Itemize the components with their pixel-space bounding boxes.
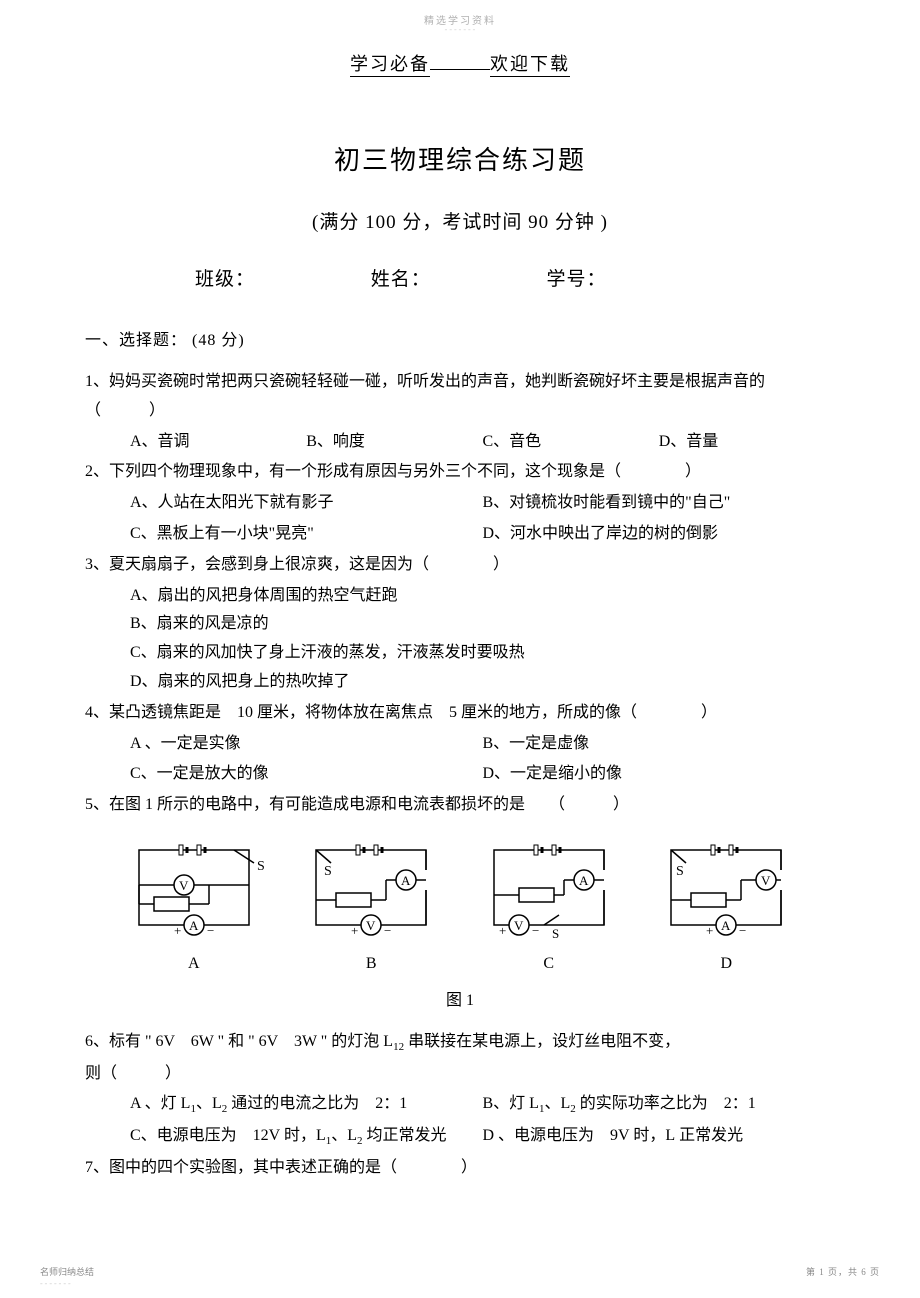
q2-opt-d: D、河水中映出了岸边的树的倒影 xyxy=(483,520,836,549)
svg-text:A: A xyxy=(401,873,411,888)
svg-text:V: V xyxy=(761,873,771,888)
svg-text:A: A xyxy=(189,918,199,933)
header-line: 学习必备 欢迎下载 xyxy=(350,50,570,76)
q6-options-row1: A 、灯 L1、L2 通过的电流之比为 2：1 B、灯 L1、L2 的实际功率之… xyxy=(85,1090,835,1120)
q4-text: 4、某凸透镜焦距是 10 厘米，将物体放在离焦点 5 厘米的地方，所成的像（ ） xyxy=(85,699,835,728)
question-2: 2、下列四个物理现象中，有一个形成有原因与另外三个不同，这个现象是（ ） A、人… xyxy=(85,458,835,548)
svg-text:+: + xyxy=(706,923,713,938)
svg-text:−: − xyxy=(384,923,391,938)
q4-options-row1: A 、一定是实像 B、一定是虚像 xyxy=(85,730,835,759)
q4-opt-a: A 、一定是实像 xyxy=(130,730,483,759)
svg-text:+: + xyxy=(174,923,181,938)
q1-opt-d: D、音量 xyxy=(659,428,835,457)
question-5: 5、在图 1 所示的电路中，有可能造成电源和电流表都损坏的是 （ ） S V xyxy=(85,791,835,1015)
q3-opt-d: D、扇来的风把身上的热吹掉了 xyxy=(130,668,835,697)
q4-options-row2: C、一定是放大的像 D、一定是缩小的像 xyxy=(85,760,835,789)
q3-options: A、扇出的风把身体周围的热空气赶跑 B、扇来的风是凉的 C、扇来的风加快了身上汗… xyxy=(85,582,835,697)
question-3: 3、夏天扇扇子，会感到身上很凉爽，这是因为（ ） A、扇出的风把身体周围的热空气… xyxy=(85,551,835,697)
svg-text:V: V xyxy=(179,878,189,893)
q2-opt-b: B、对镜梳妆时能看到镜中的"自己" xyxy=(483,489,836,518)
q2-options-row2: C、黑板上有一小块"晃亮" D、河水中映出了岸边的树的倒影 xyxy=(85,520,835,549)
section-title: 一、选择题： (48 分) xyxy=(85,326,835,350)
svg-text:−: − xyxy=(207,923,214,938)
question-7: 7、图中的四个实验图，其中表述正确的是（ ） xyxy=(85,1154,835,1183)
svg-text:S: S xyxy=(324,864,332,879)
circuit-d-svg: S V A + − xyxy=(651,835,801,945)
q4-opt-b: B、一定是虚像 xyxy=(483,730,836,759)
circuit-c-label: C xyxy=(543,950,554,979)
figure-1-caption: 图 1 xyxy=(85,987,835,1016)
circuit-a-label: A xyxy=(188,950,200,979)
q1-opt-a: A、音调 xyxy=(130,428,306,457)
circuit-b-label: B xyxy=(366,950,377,979)
circuit-a-svg: S V A + − xyxy=(119,835,269,945)
question-6: 6、标有 " 6V 6W " 和 " 6V 3W " 的灯泡 L12 串联接在某… xyxy=(85,1028,835,1153)
info-name: 姓名： xyxy=(371,269,431,290)
q6-opt-b: B、灯 L1、L2 的实际功率之比为 2：1 xyxy=(483,1090,836,1120)
footer-left: 名师归纳总结 xyxy=(40,1265,94,1278)
q3-opt-a: A、扇出的风把身体周围的热空气赶跑 xyxy=(130,582,835,611)
q1-text: 1、妈妈买瓷碗时常把两只瓷碗轻轻碰一碰，听听发出的声音，她判断瓷碗好坏主要是根据… xyxy=(85,368,835,426)
svg-text:−: − xyxy=(739,923,746,938)
footer-left-dash: - - - - - - - xyxy=(40,1279,71,1288)
student-info-line: 班级： 姓名： 学号： xyxy=(85,264,835,291)
svg-text:+: + xyxy=(351,923,358,938)
q2-opt-c: C、黑板上有一小块"晃亮" xyxy=(130,520,483,549)
q4-opt-d: D、一定是缩小的像 xyxy=(483,760,836,789)
info-id: 学号： xyxy=(547,269,607,290)
svg-text:+: + xyxy=(499,923,506,938)
circuit-c-svg: A V + − S xyxy=(474,835,624,945)
q1-opt-c: C、音色 xyxy=(483,428,659,457)
q4-opt-c: C、一定是放大的像 xyxy=(130,760,483,789)
q1-options: A、音调 B、响度 C、音色 D、音量 xyxy=(85,428,835,457)
circuit-b: S A V + − B xyxy=(296,835,446,979)
q6-opt-d: D 、电源电压为 9V 时，L 正常发光 xyxy=(483,1122,836,1152)
q6-opt-a: A 、灯 L1、L2 通过的电流之比为 2：1 xyxy=(130,1090,483,1120)
q6-text-line1: 6、标有 " 6V 6W " 和 " 6V 3W " 的灯泡 L12 串联接在某… xyxy=(85,1028,835,1058)
svg-text:A: A xyxy=(721,918,731,933)
header-left: 学习必备 xyxy=(350,54,430,77)
header-gap xyxy=(430,69,490,70)
svg-text:−: − xyxy=(532,923,539,938)
q6-opt-c: C、电源电压为 12V 时，L1、L2 均正常发光 xyxy=(130,1122,483,1152)
q2-options-row1: A、人站在太阳光下就有影子 B、对镜梳妆时能看到镜中的"自己" xyxy=(85,489,835,518)
q7-text: 7、图中的四个实验图，其中表述正确的是（ ） xyxy=(85,1154,835,1183)
circuit-d: S V A + − D xyxy=(651,835,801,979)
header-right: 欢迎下载 xyxy=(490,54,570,77)
watermark-dash: - - - - - - - xyxy=(445,25,476,34)
circuit-diagrams-row: S V A + − A xyxy=(85,835,835,979)
svg-text:S: S xyxy=(676,864,684,879)
q3-text: 3、夏天扇扇子，会感到身上很凉爽，这是因为（ ） xyxy=(85,551,835,580)
document-subtitle: (满分 100 分，考试时间 90 分钟 ) xyxy=(85,207,835,234)
svg-text:A: A xyxy=(579,873,589,888)
circuit-c: A V + − S C xyxy=(474,835,624,979)
q6-options-row2: C、电源电压为 12V 时，L1、L2 均正常发光 D 、电源电压为 9V 时，… xyxy=(85,1122,835,1152)
svg-text:V: V xyxy=(366,918,376,933)
content-area: 初三物理综合练习题 (满分 100 分，考试时间 90 分钟 ) 班级： 姓名：… xyxy=(85,140,835,1185)
q6-text-line2: 则（ ） xyxy=(85,1060,835,1089)
q2-opt-a: A、人站在太阳光下就有影子 xyxy=(130,489,483,518)
q3-opt-c: C、扇来的风加快了身上汗液的蒸发，汗液蒸发时要吸热 xyxy=(130,639,835,668)
svg-text:S: S xyxy=(257,859,265,874)
circuit-a: S V A + − A xyxy=(119,835,269,979)
q3-opt-b: B、扇来的风是凉的 xyxy=(130,610,835,639)
circuit-d-label: D xyxy=(720,950,732,979)
q1-opt-b: B、响度 xyxy=(306,428,482,457)
circuit-b-svg: S A V + − xyxy=(296,835,446,945)
q5-text: 5、在图 1 所示的电路中，有可能造成电源和电流表都损坏的是 （ ） xyxy=(85,791,835,820)
footer-right: 第 1 页，共 6 页 xyxy=(806,1265,880,1278)
document-title: 初三物理综合练习题 xyxy=(85,140,835,177)
info-class: 班级： xyxy=(195,269,255,290)
question-1: 1、妈妈买瓷碗时常把两只瓷碗轻轻碰一碰，听听发出的声音，她判断瓷碗好坏主要是根据… xyxy=(85,368,835,456)
svg-text:V: V xyxy=(514,918,524,933)
svg-text:S: S xyxy=(552,926,559,941)
q2-text: 2、下列四个物理现象中，有一个形成有原因与另外三个不同，这个现象是（ ） xyxy=(85,458,835,487)
question-4: 4、某凸透镜焦距是 10 厘米，将物体放在离焦点 5 厘米的地方，所成的像（ ）… xyxy=(85,699,835,789)
